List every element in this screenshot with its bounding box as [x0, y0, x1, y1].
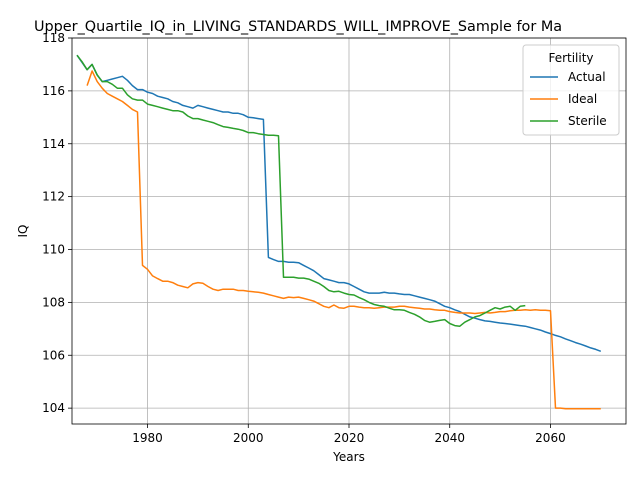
legend-title: Fertility: [548, 51, 593, 65]
chart-title: Upper_Quartile_IQ_in_LIVING_STANDARDS_WI…: [34, 19, 562, 35]
y-tick-label: 110: [42, 243, 65, 257]
legend: Fertility Actual Ideal Sterile: [522, 44, 620, 136]
series-lines: [76, 54, 602, 410]
legend-label-actual: Actual: [568, 70, 606, 84]
x-tick-label: 1980: [132, 431, 163, 445]
legend-box: [522, 44, 620, 136]
y-tick-label: 116: [42, 84, 65, 98]
series-line-actual: [76, 54, 602, 353]
y-tick-label: 104: [42, 401, 65, 415]
y-axis-title: IQ: [16, 225, 30, 238]
y-tick-label: 114: [42, 137, 65, 151]
legend-label-ideal: Ideal: [568, 92, 597, 106]
x-tick-label: 2040: [434, 431, 465, 445]
series-line-sterile: [76, 54, 526, 327]
x-tick-label: 2020: [334, 431, 365, 445]
y-tick-label: 118: [42, 31, 65, 45]
x-axis-title: Years: [332, 450, 365, 464]
y-tick-label: 106: [42, 348, 65, 362]
y-tick-label: 108: [42, 295, 65, 309]
axis-ticks: 1980 2000 2020 2040 2060 104 106 108 110 112 114 11…: [42, 31, 566, 445]
legend-label-sterile: Sterile: [568, 114, 607, 128]
y-tick-label: 112: [42, 190, 65, 204]
x-tick-label: 2000: [233, 431, 264, 445]
x-tick-label: 2060: [535, 431, 566, 445]
